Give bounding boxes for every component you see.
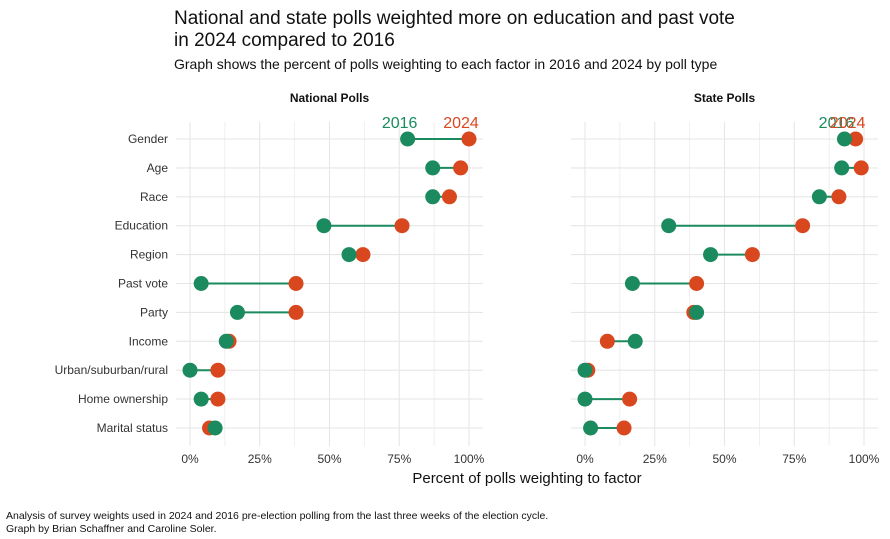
panel-national-polls: National Polls 0% 25% 50% 75% 100% 2016 2024 xyxy=(176,91,485,466)
y-tick-label-past-vote: Past vote xyxy=(118,277,168,291)
point-2024-home-ownership xyxy=(622,391,638,407)
point-2024-race xyxy=(441,189,457,205)
chart-title: National and state polls weighted more o… xyxy=(174,8,864,52)
series-label-2016: 2016 xyxy=(819,115,855,132)
point-2016-party xyxy=(689,304,705,320)
chart-title-line1: National and state polls weighted more o… xyxy=(174,8,735,29)
point-2016-home-ownership xyxy=(577,391,593,407)
point-2024-education xyxy=(394,218,410,234)
x-tick-label: 75% xyxy=(782,452,806,466)
point-2016-urban-suburban-rural xyxy=(182,362,198,378)
point-2016-education xyxy=(316,218,332,234)
x-tick-label: 100% xyxy=(454,452,485,466)
point-2016-race xyxy=(425,189,441,205)
point-2016-marital-status xyxy=(207,420,223,436)
point-2016-marital-status xyxy=(583,420,599,436)
point-2024-past-vote xyxy=(288,276,304,291)
point-2016-education xyxy=(661,218,677,234)
point-2016-past-vote xyxy=(193,276,209,291)
series-label-2024: 2024 xyxy=(830,115,866,132)
x-tick-label: 25% xyxy=(643,452,667,466)
y-tick-label-home-ownership: Home ownership xyxy=(78,392,168,406)
point-2024-past-vote xyxy=(689,276,705,291)
point-2016-gender xyxy=(400,131,416,147)
chart-subtitle: Graph shows the percent of polls weighti… xyxy=(174,56,718,72)
point-2024-home-ownership xyxy=(210,391,226,407)
caption-line2: Graph by Brian Schaffner and Caroline So… xyxy=(6,523,217,535)
point-2016-past-vote xyxy=(624,276,640,291)
y-tick-label-income: Income xyxy=(129,334,169,348)
point-2016-party xyxy=(229,304,245,320)
point-2024-age xyxy=(453,160,469,176)
x-tick-label: 0% xyxy=(576,452,594,466)
point-2024-region xyxy=(744,247,760,263)
point-2024-gender xyxy=(848,131,864,147)
y-tick-label-region: Region xyxy=(130,248,168,262)
point-2024-party xyxy=(288,304,304,320)
point-2024-race xyxy=(831,189,847,205)
point-2016-race xyxy=(811,189,827,205)
point-2024-income xyxy=(599,333,615,349)
point-2016-urban-suburban-rural xyxy=(577,362,593,378)
caption-line1: Analysis of survey weights used in 2024 … xyxy=(6,510,549,522)
chart-title-line2: in 2024 compared to 2016 xyxy=(174,30,395,51)
point-2016-gender xyxy=(836,131,852,147)
y-tick-label-education: Education xyxy=(115,219,168,233)
series-label-2016: 2016 xyxy=(382,115,418,132)
x-tick-label: 50% xyxy=(712,452,736,466)
x-tick-label: 25% xyxy=(248,452,272,466)
y-tick-label-age: Age xyxy=(147,161,169,175)
point-2024-education xyxy=(795,218,811,234)
series-label-2024: 2024 xyxy=(443,115,479,132)
y-tick-label-gender: Gender xyxy=(128,132,168,146)
point-2016-age xyxy=(834,160,850,176)
point-2024-urban-suburban-rural xyxy=(210,362,226,378)
y-tick-label-party: Party xyxy=(140,305,168,319)
point-2024-region xyxy=(355,247,371,263)
panel-title: State Polls xyxy=(694,91,756,105)
y-tick-label-race: Race xyxy=(140,190,168,204)
point-2016-age xyxy=(425,160,441,176)
point-2016-income xyxy=(627,333,643,349)
point-2024-age xyxy=(853,160,869,176)
point-2016-region xyxy=(341,247,357,263)
x-tick-label: 50% xyxy=(317,452,341,466)
x-axis-title: Percent of polls weighting to factor xyxy=(412,470,641,487)
point-2016-income xyxy=(218,333,234,349)
point-2016-home-ownership xyxy=(193,391,209,407)
point-2024-marital-status xyxy=(616,420,632,436)
point-2024-gender xyxy=(461,131,477,147)
point-2016-region xyxy=(703,247,719,263)
panel-title: National Polls xyxy=(290,91,370,105)
x-tick-label: 100% xyxy=(849,452,880,466)
x-tick-label: 75% xyxy=(387,452,411,466)
y-tick-label-marital-status: Marital status xyxy=(97,421,168,435)
x-tick-label: 0% xyxy=(181,452,199,466)
y-tick-label-urban-suburban-rural: Urban/suburban/rural xyxy=(55,363,168,377)
